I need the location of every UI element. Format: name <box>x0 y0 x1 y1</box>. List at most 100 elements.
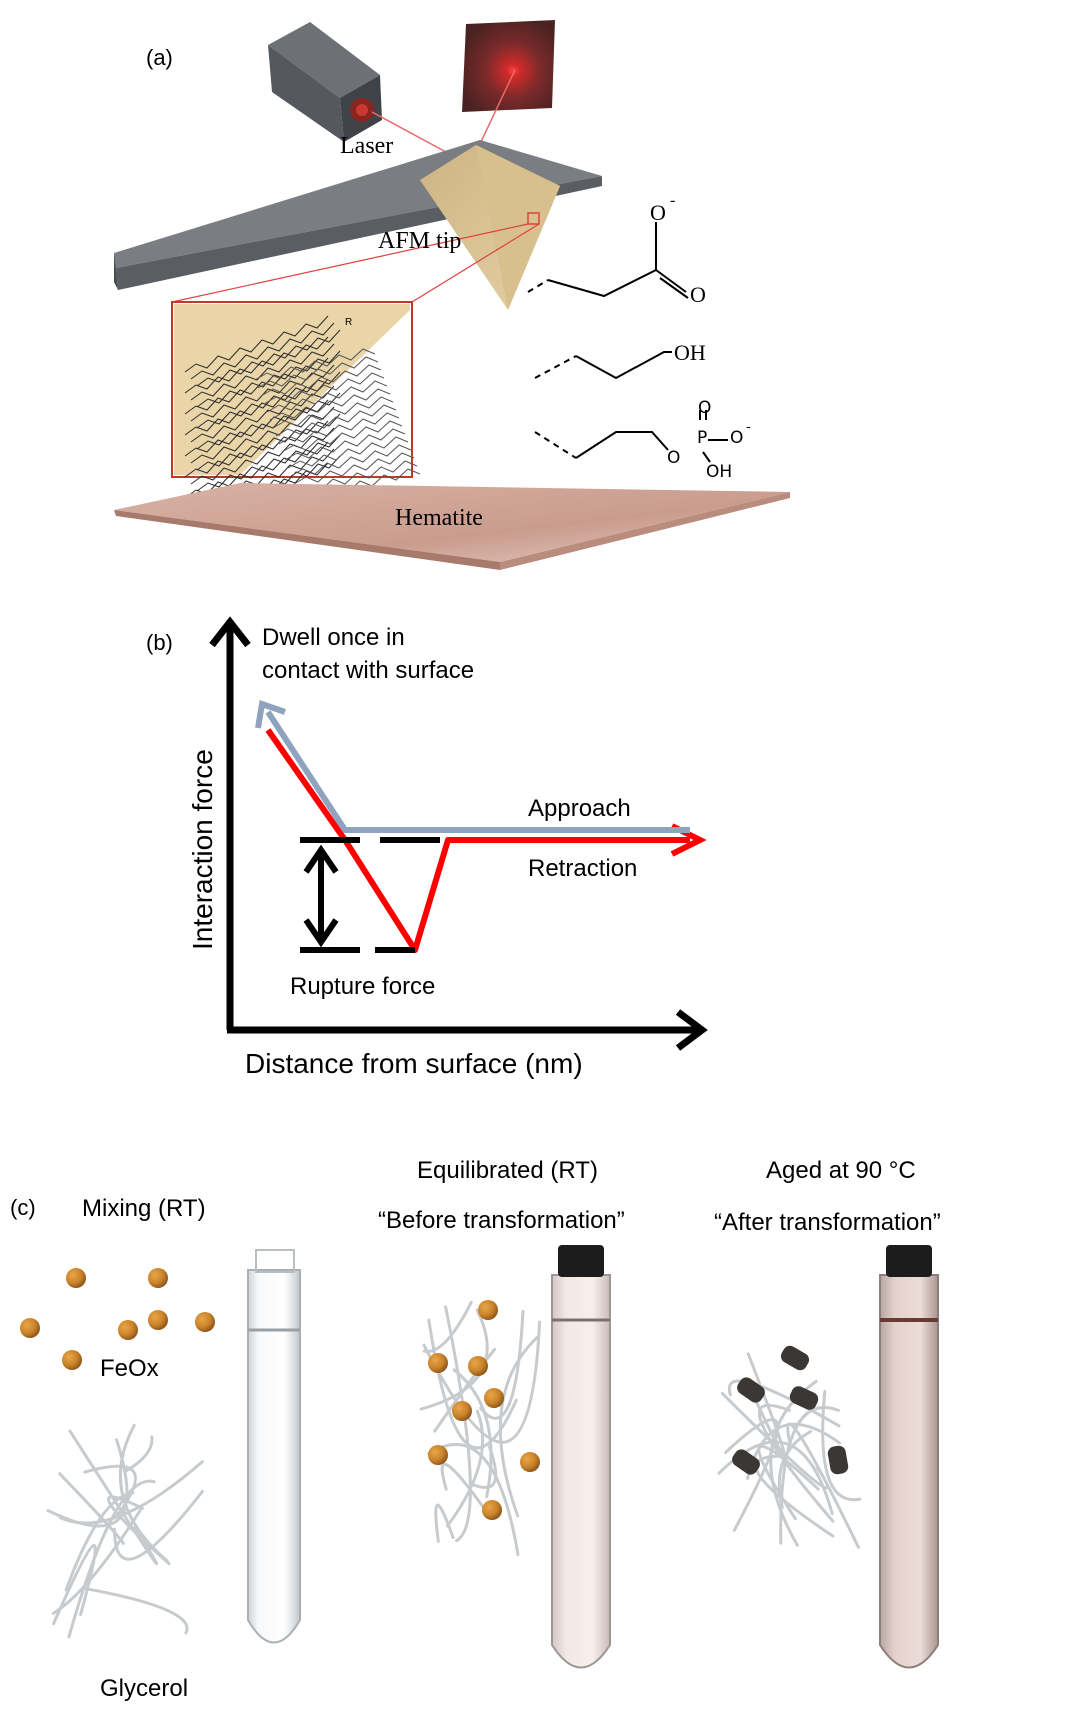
alkyl-chain <box>196 434 341 492</box>
alkyl-chain <box>290 444 412 477</box>
glycerol-strand <box>113 1489 204 1561</box>
panel-a-label: (a) <box>146 45 173 70</box>
x-axis-label: Distance from surface (nm) <box>245 1048 583 1079</box>
panel-b-label: (b) <box>146 630 173 655</box>
alkyl-chain <box>184 336 329 394</box>
retraction-label: Retraction <box>528 855 638 882</box>
afm-tip-label: AFM tip <box>378 228 462 254</box>
laser-source <box>268 22 382 142</box>
dwell-label-line1: Dwell once in <box>262 624 405 651</box>
alkyl-chain <box>190 385 335 443</box>
alkyl-chain <box>184 315 329 373</box>
alkyl-chain <box>293 452 415 485</box>
hydroxyl-structure <box>534 351 672 380</box>
approach-curve <box>265 710 690 833</box>
equilibrated-label: Equilibrated (RT) <box>417 1157 598 1184</box>
alkyl-chain <box>190 427 335 485</box>
feox-particle <box>148 1310 168 1330</box>
alkyl-chain <box>260 364 382 397</box>
transformed-particle <box>732 1449 760 1475</box>
approach-label: Approach <box>528 795 631 822</box>
feox-particle <box>484 1388 504 1408</box>
glycerol-label: Glycerol <box>100 1675 189 1702</box>
after-transformation-label: “After transformation” <box>714 1209 941 1236</box>
alkyl-chain <box>196 413 341 471</box>
afm-tip-pyramid <box>420 145 560 310</box>
carboxylate-structure <box>527 222 689 299</box>
alkyl-chain <box>190 343 335 401</box>
feox-particle <box>468 1356 488 1376</box>
vial-equilibrated <box>551 1245 611 1669</box>
chem-o-minus: O <box>650 200 666 225</box>
aged-label: Aged at 90 °C <box>766 1157 916 1184</box>
chem-minus-sign: - <box>670 192 676 209</box>
feox-particle <box>482 1500 502 1520</box>
alkyl-chain <box>266 380 388 413</box>
chem-oh: OH <box>674 340 706 365</box>
alkyl-chain <box>275 404 397 437</box>
y-axis-arrowhead <box>209 616 251 648</box>
feox-particle <box>478 1300 498 1320</box>
glycerol-strand <box>52 1544 97 1626</box>
x-axis-arrowhead <box>675 1009 708 1051</box>
mixing-label: Mixing (RT) <box>82 1195 206 1222</box>
alkyl-chain <box>284 428 406 461</box>
glycerol-strand <box>119 1423 169 1563</box>
glycerol-strand <box>724 1418 780 1532</box>
glycerol-strand <box>786 1422 860 1549</box>
glycerol-strand <box>444 1305 472 1543</box>
monolayer-inset: R <box>171 301 421 520</box>
rupture-force-label: Rupture force <box>290 973 436 1000</box>
transformed-particle <box>827 1445 849 1475</box>
phosphate-structure <box>534 410 728 463</box>
panel-c-label: (c) <box>10 1195 36 1220</box>
alkyl-chain <box>196 329 341 387</box>
chem-p: P <box>697 428 708 448</box>
rupture-arrowhead-up <box>303 844 339 874</box>
chem-p-minus: - <box>746 420 751 435</box>
transformed-particle <box>780 1345 810 1371</box>
glycerol-strand <box>422 1320 542 1444</box>
feox-particle <box>428 1445 448 1465</box>
hematite-substrate <box>114 483 790 570</box>
feox-particle <box>20 1318 40 1338</box>
glycerol-strand <box>67 1479 156 1639</box>
afm-schematic: R <box>114 20 790 570</box>
alkyl-chain <box>272 396 394 429</box>
alkyl-chain <box>184 357 329 415</box>
alkyl-chain <box>184 378 329 436</box>
laser-label: Laser <box>340 133 394 159</box>
chem-p-oh: OH <box>706 462 733 482</box>
alkyl-chain <box>287 436 409 469</box>
alkyl-chain <box>184 399 329 457</box>
zoom-line <box>171 223 529 303</box>
feox-particle <box>520 1452 540 1472</box>
glycerol-strand <box>498 1334 541 1518</box>
chain-r-label: R <box>345 317 352 328</box>
feox-particle <box>66 1268 86 1288</box>
photodetector <box>462 20 555 112</box>
rupture-arrowhead-down <box>303 918 339 948</box>
glycerol-strand <box>452 1368 493 1499</box>
transformed-particle <box>789 1386 819 1410</box>
vial-mixing <box>247 1249 301 1644</box>
alkyl-chain <box>190 406 335 464</box>
alkyl-chain <box>254 348 376 381</box>
glycerol-strand <box>434 1503 455 1543</box>
chem-p-o-right: O <box>730 428 744 448</box>
before-transformation-label: “Before transformation” <box>378 1207 625 1234</box>
alkyl-chain <box>184 420 329 478</box>
hematite-label: Hematite <box>395 505 483 531</box>
glycerol-strand <box>446 1409 485 1528</box>
feox-particle <box>428 1353 448 1373</box>
glycerol-strand <box>433 1347 497 1433</box>
feox-label: FeOx <box>100 1355 159 1382</box>
alkyl-chain <box>281 420 403 453</box>
feox-particle <box>62 1350 82 1370</box>
vial-aged <box>879 1245 939 1669</box>
alkyl-chain <box>278 412 400 445</box>
transformed-particle <box>737 1377 765 1403</box>
feox-particle <box>452 1401 472 1421</box>
glycerol-strand <box>422 1300 473 1353</box>
